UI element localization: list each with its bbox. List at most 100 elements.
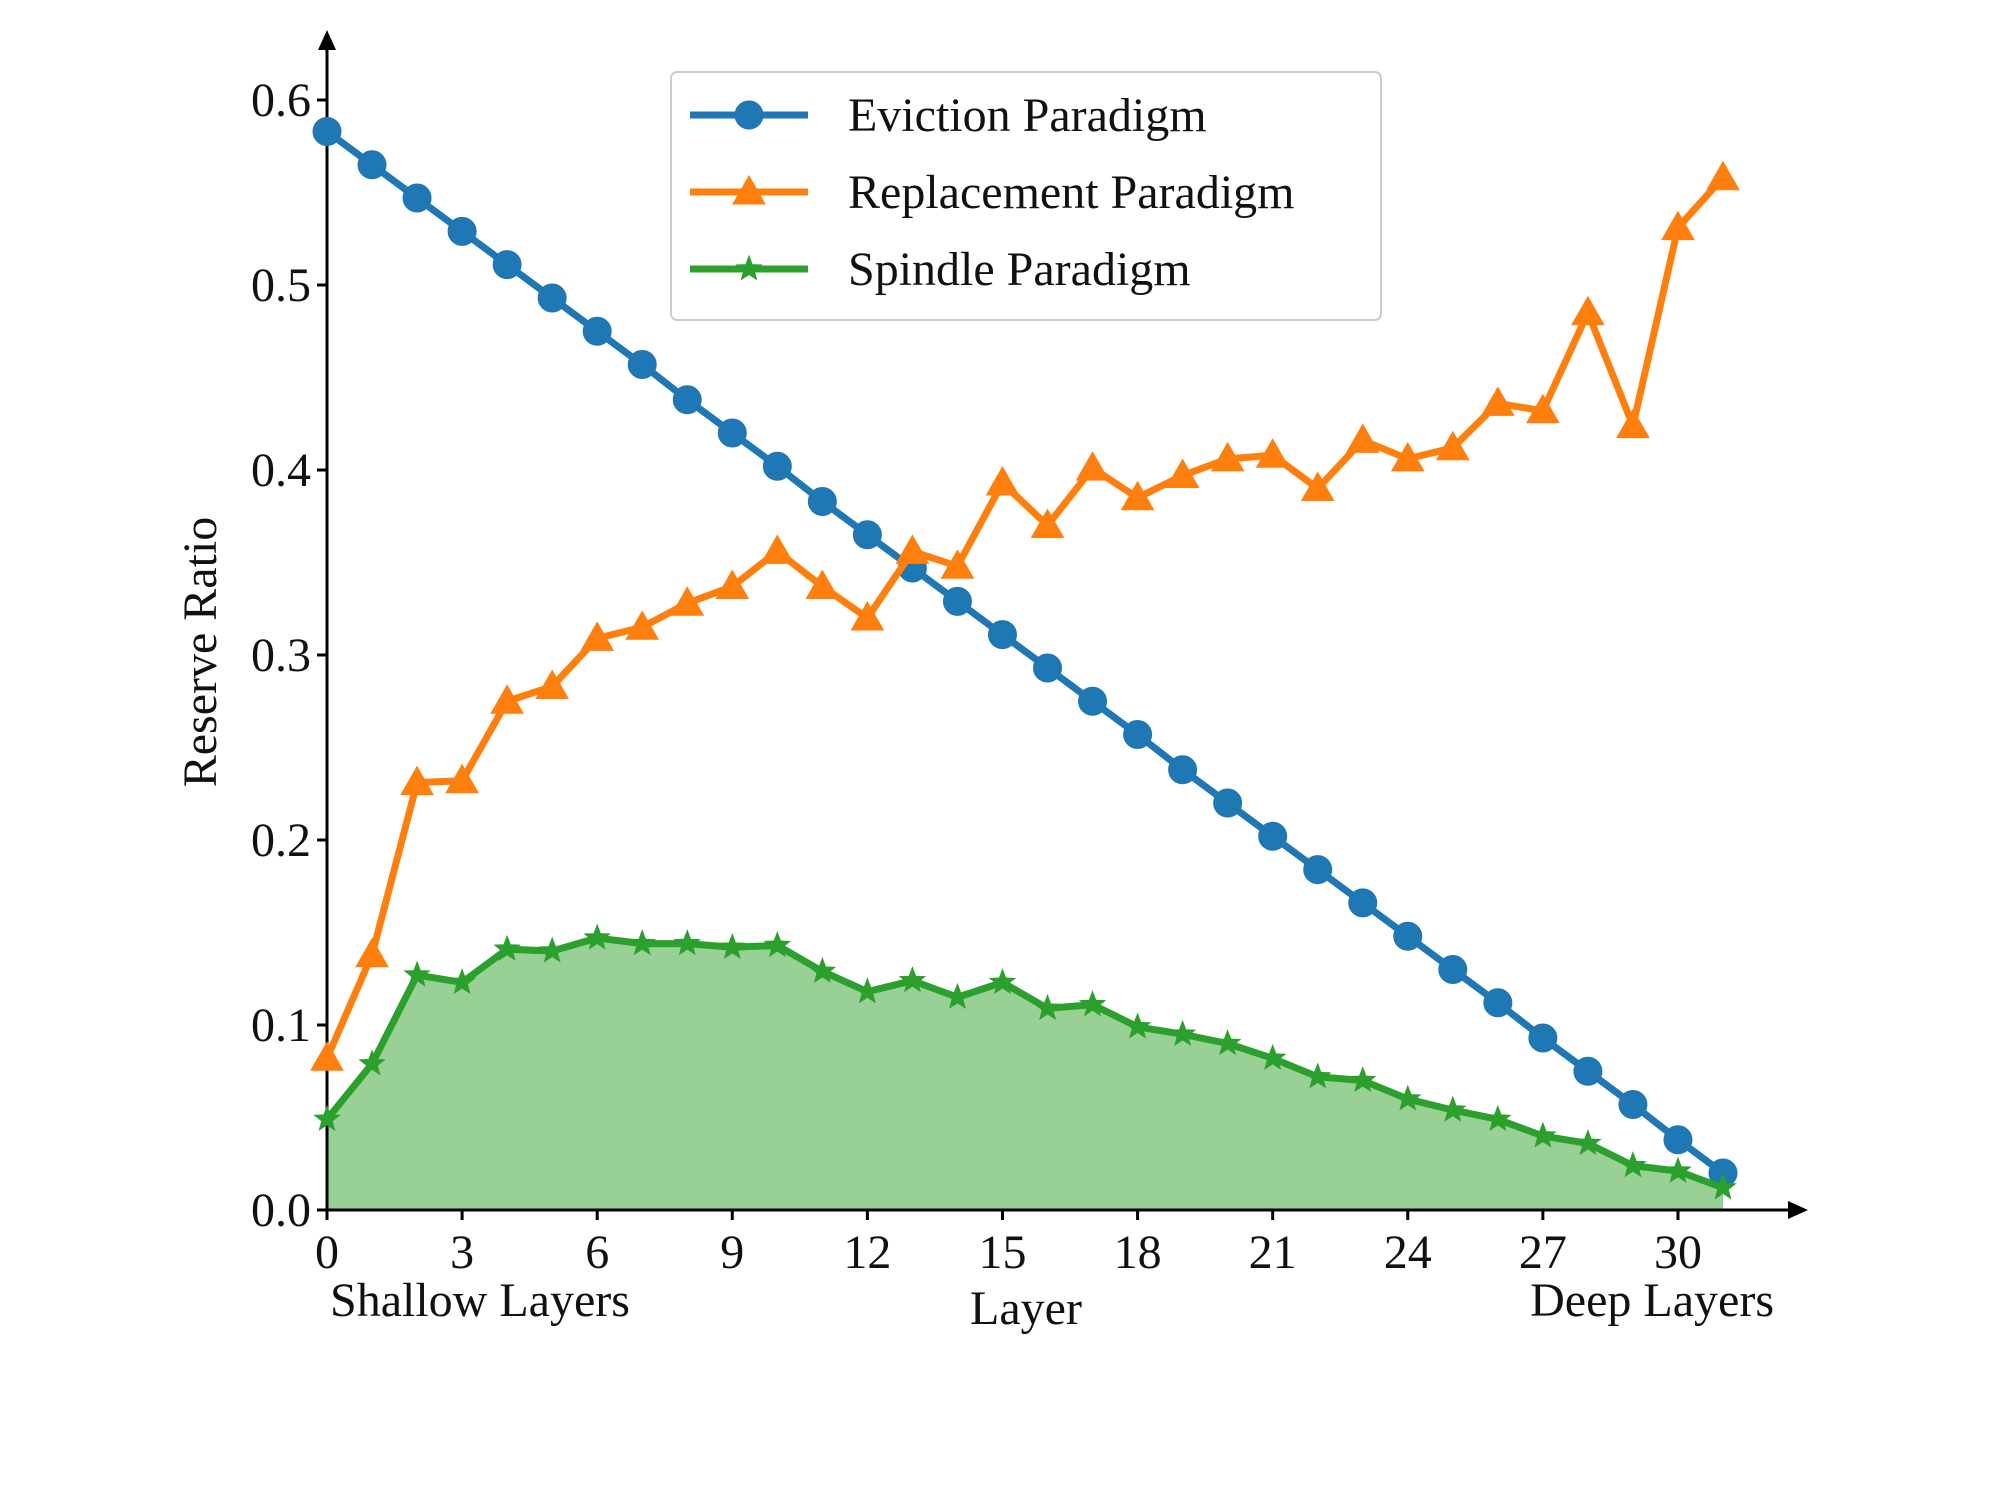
x-axis-arrowhead	[1788, 1201, 1808, 1219]
series-spindle	[313, 923, 1737, 1200]
spindle-point	[1709, 1173, 1737, 1200]
x-tick-label: 15	[978, 1226, 1026, 1279]
legend-frame	[670, 71, 1382, 321]
eviction-point	[717, 418, 747, 448]
legend-label: Spindle Paradigm	[848, 243, 1191, 296]
replacement-point	[490, 684, 524, 714]
x-tick-label: 27	[1519, 1226, 1567, 1279]
x-tick-label: 3	[450, 1226, 474, 1279]
eviction-point	[1258, 821, 1288, 851]
spindle-point	[313, 1104, 341, 1132]
x-tick-label: 18	[1114, 1226, 1162, 1279]
legend-swatch-marker	[735, 254, 763, 281]
spindle-point	[628, 929, 656, 956]
spindle-point	[1439, 1095, 1467, 1122]
replacement-point	[940, 549, 975, 579]
replacement-point	[310, 1041, 344, 1071]
eviction-point	[1618, 1090, 1648, 1120]
replacement-point	[850, 600, 885, 631]
x-ticks: 0 3 6 9 12 15 18 21 24 27 30	[315, 1210, 1702, 1279]
replacement-point	[580, 621, 615, 651]
replacement-point	[1300, 471, 1335, 501]
area-layer	[327, 938, 1723, 1210]
replacement-point	[355, 937, 389, 968]
spindle-point	[718, 932, 747, 959]
eviction-point	[357, 150, 387, 180]
y-tick-label: 0.4	[251, 444, 311, 497]
replacement-point	[715, 569, 750, 600]
spindle-point	[1619, 1151, 1647, 1178]
spindle-point	[403, 960, 431, 987]
eviction-point	[852, 520, 882, 550]
replacement-point	[535, 669, 570, 699]
eviction-point	[402, 183, 432, 213]
legend-item-replacement: Replacement Paradigm	[690, 166, 1295, 219]
spindle-point	[1349, 1066, 1377, 1093]
axes	[318, 30, 1808, 1219]
spindle-point	[1484, 1104, 1512, 1132]
series-replacement	[310, 160, 1740, 1071]
replacement-point	[1526, 393, 1560, 424]
replacement-point	[1030, 508, 1065, 538]
spindle-point	[1303, 1062, 1332, 1089]
replacement-point	[1706, 160, 1740, 191]
spindle-point	[943, 982, 972, 1009]
x-tick-label: 21	[1249, 1226, 1297, 1279]
replacement-point	[1390, 441, 1425, 472]
replacement-point	[1165, 458, 1200, 489]
eviction-point	[627, 350, 657, 380]
eviction-point	[1168, 755, 1198, 785]
replacement-point	[625, 610, 660, 640]
spindle-filled-area	[327, 938, 1723, 1210]
eviction-point	[807, 486, 837, 516]
legend-label: Replacement Paradigm	[848, 166, 1295, 219]
spindle-point	[1078, 990, 1107, 1017]
spindle-point	[358, 1049, 386, 1076]
replacement-point	[670, 586, 705, 616]
legend-item-spindle: Spindle Paradigm	[690, 243, 1191, 296]
y-axis-arrowhead	[318, 30, 336, 50]
y-tick-label: 0.1	[251, 999, 311, 1052]
y-tick-label: 0.5	[251, 259, 311, 312]
spindle-point	[1123, 1012, 1152, 1039]
eviction-point	[1213, 788, 1243, 818]
y-ticks: 0.0 0.1 0.2 0.3 0.4 0.5 0.6	[251, 74, 327, 1237]
legend-item-eviction: Eviction Paradigm	[690, 89, 1207, 142]
replacement-point	[895, 534, 930, 564]
replacement-point	[1480, 386, 1515, 416]
x-tick-label: 6	[585, 1226, 609, 1279]
x-axis-annotation-deep: Deep Layers	[1530, 1274, 1774, 1327]
eviction-point	[1123, 720, 1153, 750]
replacement-point	[1435, 430, 1470, 461]
x-tick-label: 12	[843, 1226, 891, 1279]
eviction-point	[492, 250, 522, 280]
x-axis-title: Layer	[970, 1282, 1082, 1335]
replacement-point	[1120, 480, 1155, 511]
spindle-point	[493, 934, 521, 961]
spindle-point	[898, 966, 927, 993]
replacement-point	[445, 763, 479, 794]
replacement-point	[1345, 423, 1380, 453]
legend-label: Eviction Paradigm	[848, 89, 1207, 142]
spindle-point	[808, 956, 837, 984]
spindle-point	[853, 977, 882, 1004]
eviction-point	[1573, 1056, 1603, 1086]
x-tick-label: 24	[1384, 1226, 1432, 1279]
eviction-point	[312, 116, 342, 146]
y-tick-label: 0.2	[251, 814, 311, 867]
spindle-point	[1168, 1019, 1197, 1046]
series-layer	[310, 116, 1740, 1200]
replacement-point	[1616, 408, 1650, 439]
eviction-point	[1393, 921, 1423, 951]
eviction-point	[537, 283, 567, 313]
replacement-point	[805, 569, 840, 600]
eviction-point	[1438, 955, 1468, 984]
eviction-point	[1078, 686, 1108, 716]
replacement-point	[1661, 210, 1695, 241]
eviction-point	[1348, 888, 1378, 918]
spindle-point	[538, 936, 566, 963]
spindle-point	[583, 923, 611, 950]
eviction-point	[1528, 1023, 1558, 1053]
replacement-point	[1571, 295, 1605, 326]
